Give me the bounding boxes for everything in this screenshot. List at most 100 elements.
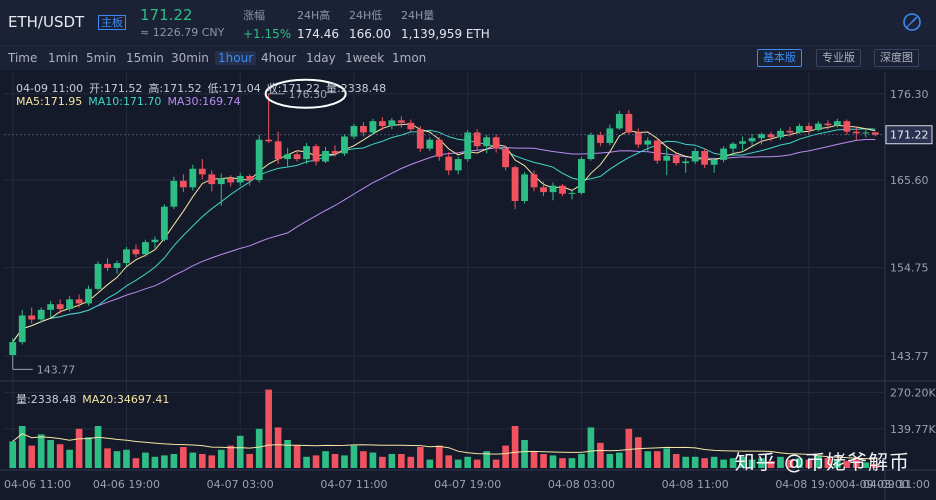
volume-bar	[398, 454, 405, 468]
candle-body	[805, 126, 813, 131]
candle-body	[274, 141, 282, 160]
volume-bar	[227, 445, 235, 468]
ma30-line	[12, 139, 876, 343]
candle-body	[833, 121, 841, 126]
time-tick-label: 04-07 03:00	[207, 478, 274, 491]
stat-label: 24H量	[401, 9, 435, 22]
candle-body	[66, 299, 74, 310]
candle-body	[672, 155, 680, 164]
candle-body	[473, 132, 481, 147]
info-ma10: MA10:171.70	[88, 95, 162, 108]
candle-body	[426, 139, 434, 149]
volume-bar	[843, 461, 851, 468]
volume-bar	[852, 459, 860, 468]
volume-bar	[75, 428, 83, 468]
candle-body	[47, 304, 55, 310]
mode-pro-button[interactable]: 专业版	[816, 49, 861, 67]
candle-body	[18, 315, 26, 343]
volume-bar	[625, 428, 633, 468]
volume-bar	[502, 445, 509, 468]
volume-bar	[236, 435, 244, 468]
volume-bar	[634, 437, 642, 468]
volume-bar	[217, 449, 225, 468]
candle-body	[559, 185, 566, 194]
interval-5min[interactable]: 5min	[86, 51, 117, 65]
volume-bar	[682, 456, 690, 468]
interval-30min[interactable]: 30min	[171, 51, 209, 65]
candle-body	[843, 121, 851, 132]
interval-1hour[interactable]: 1hour	[215, 51, 257, 65]
price-tick-label: 154.75	[890, 262, 929, 275]
volume-bar	[578, 454, 585, 468]
candle-body	[255, 139, 263, 181]
volume-bar	[483, 451, 490, 468]
gauge-icon[interactable]	[902, 12, 922, 32]
volume-bar	[824, 458, 832, 468]
candle-body	[75, 299, 83, 304]
volume-bar	[644, 451, 652, 468]
candle-body	[85, 288, 92, 304]
interval-4hour[interactable]: 4hour	[261, 51, 297, 65]
candle-body	[758, 134, 765, 139]
volume-bar	[815, 455, 822, 468]
candle-body	[170, 180, 178, 207]
volume-bar	[767, 461, 775, 468]
interval-15min[interactable]: 15min	[126, 51, 164, 65]
candle-body	[94, 263, 102, 289]
info-date: 04-09 11:00	[16, 82, 84, 95]
stat-value: 174.46	[297, 27, 339, 41]
candle-body	[796, 126, 803, 133]
candle-body	[691, 151, 699, 162]
volume-bar	[540, 454, 547, 468]
interval-time[interactable]: Time	[8, 51, 38, 65]
volume-bar	[587, 427, 595, 468]
candle-body	[407, 122, 415, 130]
volume-bar	[871, 463, 879, 468]
stat-change: 涨幅 +1.15%	[243, 7, 291, 41]
candle-body	[814, 123, 822, 131]
time-tick-label: 04-08 03:00	[548, 478, 615, 491]
price-tick-label: 165.60	[890, 174, 929, 187]
candle-body	[568, 192, 576, 194]
time-tick-label: 04-08 11:00	[662, 478, 729, 491]
volume-bar	[492, 459, 500, 468]
candle-body	[852, 131, 860, 134]
volume-bar	[284, 440, 291, 468]
trading-pair[interactable]: ETH/USDT	[8, 13, 85, 31]
mode-basic-button[interactable]: 基本版	[757, 49, 802, 67]
candle-body	[549, 185, 557, 193]
candle-body	[530, 174, 538, 188]
volume-bar	[464, 456, 472, 468]
candle-body	[710, 159, 718, 165]
volume-bar	[28, 445, 36, 468]
volume-bar	[672, 454, 680, 468]
volume-bar	[142, 452, 149, 468]
info-ma20: MA20:34697.41	[82, 393, 170, 406]
volume-bar	[568, 458, 576, 468]
volume-bar	[435, 445, 443, 468]
candle-body	[378, 121, 386, 127]
candle-body	[56, 304, 64, 310]
volume-bar	[796, 458, 803, 468]
volume-bar	[56, 444, 64, 468]
volume-bar	[161, 455, 168, 468]
volume-bar	[303, 456, 310, 468]
interval-1min[interactable]: 1min	[48, 51, 79, 65]
volume-bar	[331, 454, 339, 468]
volume-bar	[426, 459, 434, 468]
interval-1mon[interactable]: 1mon	[392, 51, 427, 65]
time-tick-label: 04-07 19:00	[434, 478, 501, 491]
volume-bar	[616, 452, 623, 468]
interval-1week[interactable]: 1week	[345, 51, 385, 65]
volume-bar	[777, 456, 784, 468]
mode-depth-button[interactable]: 深度图	[874, 49, 919, 67]
volume-tick-label: 270.20K	[890, 386, 936, 399]
volume-bar	[132, 458, 140, 468]
candle-body	[777, 130, 784, 138]
volume-bar	[293, 445, 301, 468]
interval-1day[interactable]: 1day	[306, 51, 336, 65]
candle-body	[341, 136, 348, 154]
price-tick-label: 176.30	[890, 88, 929, 101]
candle-body	[208, 174, 216, 185]
